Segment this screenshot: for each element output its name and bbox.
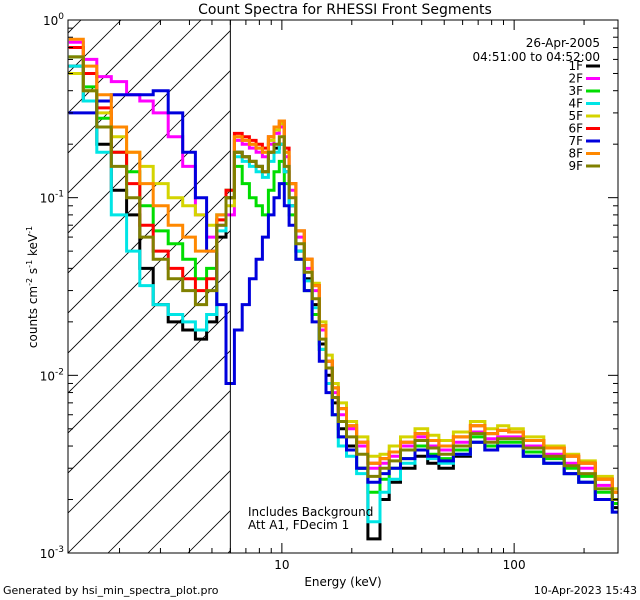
legend-label-3F: 3F <box>568 84 583 98</box>
hatch-line <box>68 70 231 234</box>
hatch-line <box>68 230 231 394</box>
hatch-line <box>268 0 640 553</box>
hatch-line <box>68 270 231 434</box>
hatch-line <box>147 470 231 553</box>
legend-label-6F: 6F <box>568 122 583 136</box>
series-layer <box>68 37 618 541</box>
plot-frame <box>67 19 619 554</box>
x-axis-label: Energy (keV) <box>304 575 381 589</box>
hatch-line <box>68 150 231 314</box>
chart-title: Count Spectra for RHESSI Front Segments <box>198 2 492 18</box>
legend-label-5F: 5F <box>568 109 583 123</box>
series-line-9F <box>68 55 618 501</box>
annotation-background: Includes Background <box>248 505 373 519</box>
time-range-label: 04:51:00 to 04:52:00 <box>473 50 600 64</box>
x-tick-label-100: 100 <box>503 558 526 572</box>
generated-by-label: Generated by hsi_min_spectra_plot.pro <box>3 584 219 597</box>
hatch-line <box>68 20 82 34</box>
x-tick-label-10: 10 <box>274 558 289 572</box>
legend-label-9F: 9F <box>568 159 583 173</box>
attenuator-hatch-region <box>68 0 640 553</box>
hatch-line <box>68 310 231 474</box>
legend-label-7F: 7F <box>568 134 583 148</box>
annotation-attenuator: Att A1, FDecim 1 <box>248 518 349 532</box>
hatch-line <box>68 390 231 553</box>
y-tick-label-1e-1: 10-1 <box>40 190 64 206</box>
hatch-line <box>68 110 231 274</box>
y-tick-label-1e-2: 10-2 <box>40 367 64 383</box>
series-line-7F <box>68 89 618 514</box>
hatch-line <box>68 30 231 194</box>
legend-label-8F: 8F <box>568 147 583 161</box>
hatch-line <box>107 430 231 553</box>
y-tick-label-1e0: 100 <box>43 12 64 28</box>
legend-label-4F: 4F <box>568 97 583 111</box>
date-label: 26-Apr-2005 <box>526 36 600 50</box>
y-tick-label-1e-3: 10-3 <box>40 545 64 561</box>
legend-label-2F: 2F <box>568 72 583 86</box>
axis-ticks <box>68 19 618 554</box>
timestamp-label: 10-Apr-2023 15:43 <box>534 584 637 597</box>
y-axis-label: counts cm-2 s-1 keV-1 <box>25 226 40 348</box>
hatch-line <box>68 350 231 514</box>
legend-label-1F: 1F <box>568 59 583 73</box>
hatch-line <box>68 190 231 354</box>
hatch-line <box>68 20 202 154</box>
